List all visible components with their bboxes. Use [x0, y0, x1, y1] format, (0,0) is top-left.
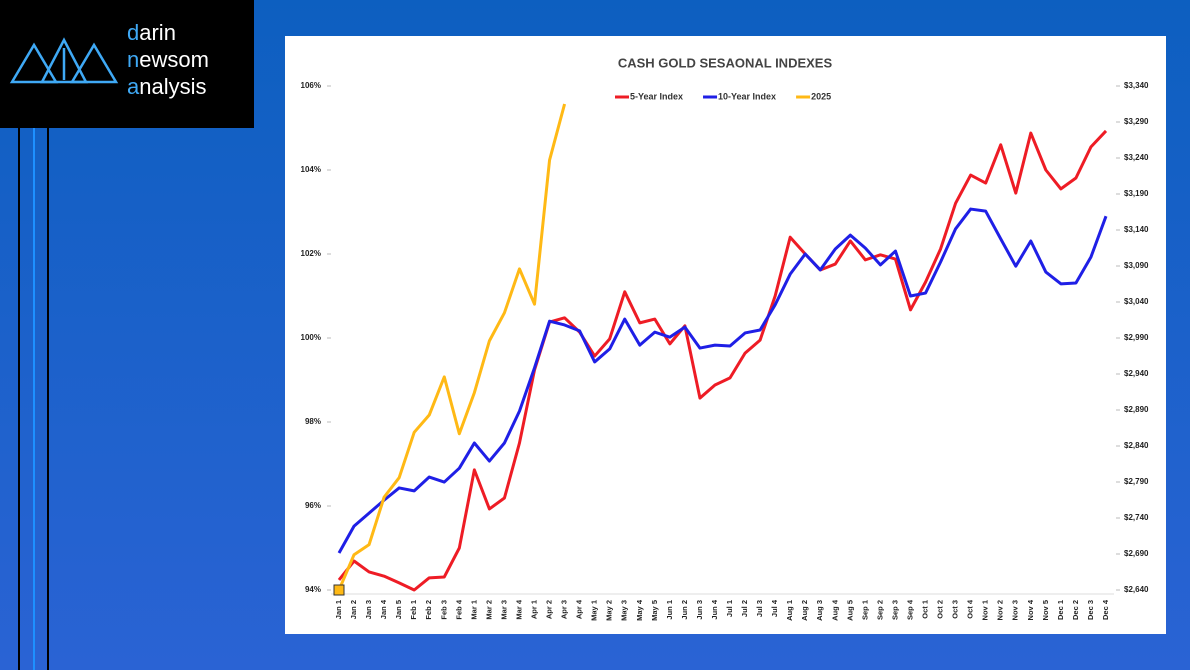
y2-tick-label: $3,090 — [1124, 261, 1149, 270]
x-tick-label: Mar 1 — [469, 600, 478, 620]
start-marker — [333, 584, 345, 596]
y2-tick-label: $3,290 — [1124, 117, 1149, 126]
x-tick-label: Jan 5 — [394, 600, 403, 619]
y-tick-label: 106% — [301, 81, 321, 90]
legend-label: 5-Year Index — [630, 91, 683, 101]
x-tick-label: Dec 4 — [1101, 599, 1110, 620]
x-tick-label: Dec 3 — [1086, 600, 1095, 620]
x-tick-label: Jan 4 — [379, 599, 388, 619]
chart-area — [285, 36, 1166, 634]
y-tick-label: 94% — [305, 585, 321, 594]
y-tick-label: 100% — [301, 333, 321, 342]
y-tick-label: 104% — [301, 165, 321, 174]
y2-tick-label: $3,190 — [1124, 189, 1149, 198]
logo-box — [0, 0, 254, 128]
x-tick-label: May 2 — [605, 600, 614, 621]
chart-title: CASH GOLD SESAONAL INDEXES — [618, 55, 833, 70]
y-tick-label: 98% — [305, 417, 321, 426]
x-tick-label: Jun 2 — [680, 600, 689, 620]
x-tick-label: Feb 1 — [409, 600, 418, 620]
x-tick-label: Apr 3 — [560, 600, 569, 619]
x-tick-label: Dec 2 — [1071, 600, 1080, 620]
x-tick-label: May 1 — [590, 600, 599, 621]
x-tick-label: Aug 1 — [785, 600, 794, 621]
x-tick-label: Mar 4 — [514, 599, 523, 619]
x-tick-label: Jan 1 — [334, 600, 343, 619]
x-tick-label: Jun 3 — [695, 600, 704, 620]
x-tick-label: Apr 4 — [575, 599, 584, 619]
logo-text: analysis — [127, 74, 207, 99]
x-tick-label: Jun 4 — [710, 599, 719, 619]
legend-label: 10-Year Index — [718, 91, 776, 101]
x-tick-label: May 3 — [620, 600, 629, 621]
y2-tick-label: $2,840 — [1124, 441, 1149, 450]
x-tick-label: Apr 1 — [529, 600, 538, 619]
x-tick-label: Feb 2 — [424, 600, 433, 620]
x-tick-label: Sep 1 — [860, 600, 869, 620]
x-tick-label: Nov 4 — [1026, 599, 1035, 620]
x-tick-label: May 4 — [635, 599, 644, 621]
x-tick-label: Sep 3 — [890, 600, 899, 620]
y2-tick-label: $2,690 — [1124, 549, 1149, 558]
y2-tick-label: $2,940 — [1124, 369, 1149, 378]
x-tick-label: Feb 4 — [454, 599, 463, 619]
x-tick-label: Aug 2 — [800, 600, 809, 621]
y-tick-label: 96% — [305, 501, 321, 510]
x-tick-label: Nov 2 — [996, 600, 1005, 620]
x-tick-label: Nov 1 — [981, 600, 990, 620]
x-tick-label: Oct 2 — [936, 600, 945, 619]
x-tick-label: Aug 3 — [815, 600, 824, 621]
x-tick-label: Nov 5 — [1041, 600, 1050, 620]
logo-text: newsom — [127, 47, 209, 72]
x-tick-label: Nov 3 — [1011, 600, 1020, 620]
legend-label: 2025 — [811, 91, 831, 101]
x-tick-label: May 5 — [650, 600, 659, 621]
x-tick-label: Jul 1 — [725, 600, 734, 617]
x-tick-label: Apr 2 — [545, 600, 554, 619]
y2-tick-label: $3,240 — [1124, 153, 1149, 162]
x-tick-label: Dec 1 — [1056, 600, 1065, 620]
x-tick-label: Oct 1 — [921, 600, 930, 619]
series-line — [337, 207, 1108, 554]
x-tick-label: Jun 1 — [665, 600, 674, 620]
logo-text: darin — [127, 20, 176, 45]
x-tick-label: Jul 2 — [740, 600, 749, 617]
logo-icon — [9, 37, 119, 84]
x-tick-label: Mar 2 — [484, 600, 493, 620]
y-tick-label: 102% — [301, 249, 321, 258]
y2-tick-label: $2,740 — [1124, 513, 1149, 522]
series-line — [337, 103, 567, 591]
y2-tick-label: $2,790 — [1124, 477, 1149, 486]
x-tick-label: Sep 4 — [905, 599, 914, 620]
x-tick-label: Jan 3 — [364, 600, 373, 619]
x-tick-label: Oct 4 — [966, 599, 975, 619]
x-tick-label: Jul 3 — [755, 600, 764, 617]
y2-tick-label: $3,340 — [1124, 81, 1149, 90]
x-tick-label: Feb 3 — [439, 600, 448, 620]
y2-tick-label: $2,640 — [1124, 585, 1149, 594]
x-tick-label: Aug 4 — [830, 599, 839, 621]
series-line — [337, 129, 1108, 592]
y2-tick-label: $2,990 — [1124, 333, 1149, 342]
x-tick-label: Aug 5 — [845, 600, 854, 621]
x-tick-label: Jan 2 — [349, 600, 358, 619]
x-tick-label: Mar 3 — [499, 600, 508, 620]
y2-tick-label: $2,890 — [1124, 405, 1149, 414]
y2-tick-label: $3,040 — [1124, 297, 1149, 306]
x-tick-label: Jul 4 — [770, 599, 779, 617]
y2-tick-label: $3,140 — [1124, 225, 1149, 234]
x-tick-label: Oct 3 — [951, 600, 960, 619]
x-tick-label: Sep 2 — [875, 600, 884, 620]
